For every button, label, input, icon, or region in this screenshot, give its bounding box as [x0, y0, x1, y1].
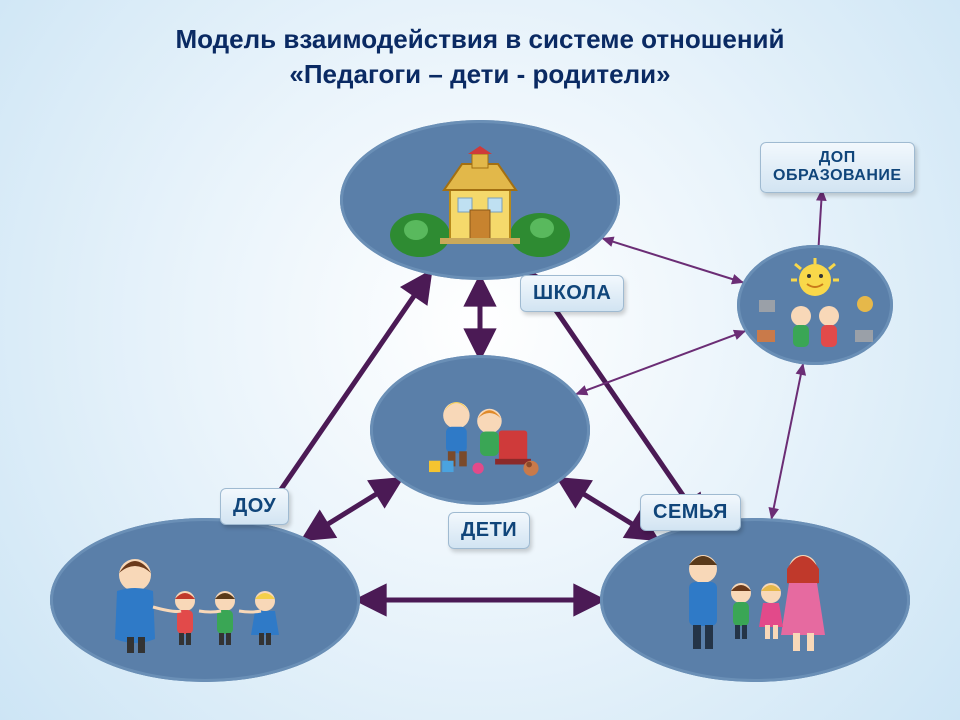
node-extra-education — [737, 245, 893, 365]
node-dou — [50, 518, 360, 682]
title-line-2: «Педагоги – дети - родители» — [0, 57, 960, 92]
label-school: ШКОЛА — [520, 275, 624, 312]
label-children: ДЕТИ — [448, 512, 530, 549]
family-icon — [625, 535, 885, 665]
label-family: СЕМЬЯ — [640, 494, 741, 531]
diagram-arrow — [819, 190, 822, 245]
extra-edu-icon — [745, 250, 885, 360]
diagram-arrow — [603, 238, 743, 282]
diagram-arrow — [576, 331, 744, 394]
page-title: Модель взаимодействия в системе отношени… — [0, 22, 960, 92]
children-play-icon — [395, 373, 565, 488]
diagram-arrow — [772, 364, 803, 518]
teacher-kids-icon — [75, 535, 335, 665]
node-school — [340, 120, 620, 280]
school-building-icon — [380, 140, 580, 260]
node-family — [600, 518, 910, 682]
diagram-arrow — [306, 480, 399, 537]
label-extra-education: ДОП ОБРАЗОВАНИЕ — [760, 142, 915, 193]
label-dou: ДОУ — [220, 488, 289, 525]
title-line-1: Модель взаимодействия в системе отношени… — [0, 22, 960, 57]
node-children — [370, 355, 590, 505]
